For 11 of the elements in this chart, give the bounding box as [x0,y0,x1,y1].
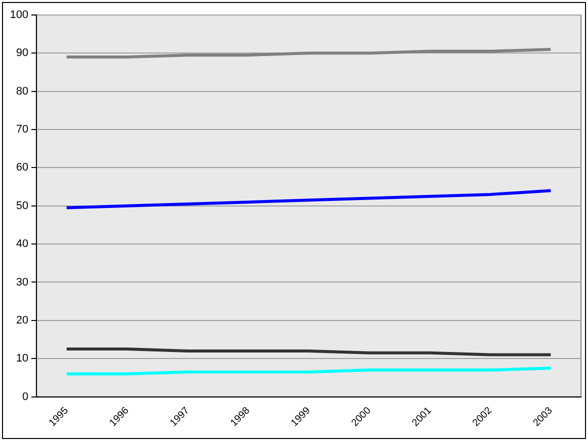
y-tick-label: 60 [16,162,28,174]
y-tick-label: 20 [16,314,28,326]
y-tick-label: 80 [16,85,28,98]
y-tick-label: 30 [16,276,28,288]
y-tick-label: 0 [22,390,28,403]
y-tick-label: 100 [10,9,28,22]
y-tick-label: 70 [16,124,28,136]
y-tick-label: 50 [16,200,28,212]
y-tick-label: 90 [16,47,28,60]
y-tick-label: 40 [16,238,28,250]
y-tick-label: 10 [16,352,28,365]
